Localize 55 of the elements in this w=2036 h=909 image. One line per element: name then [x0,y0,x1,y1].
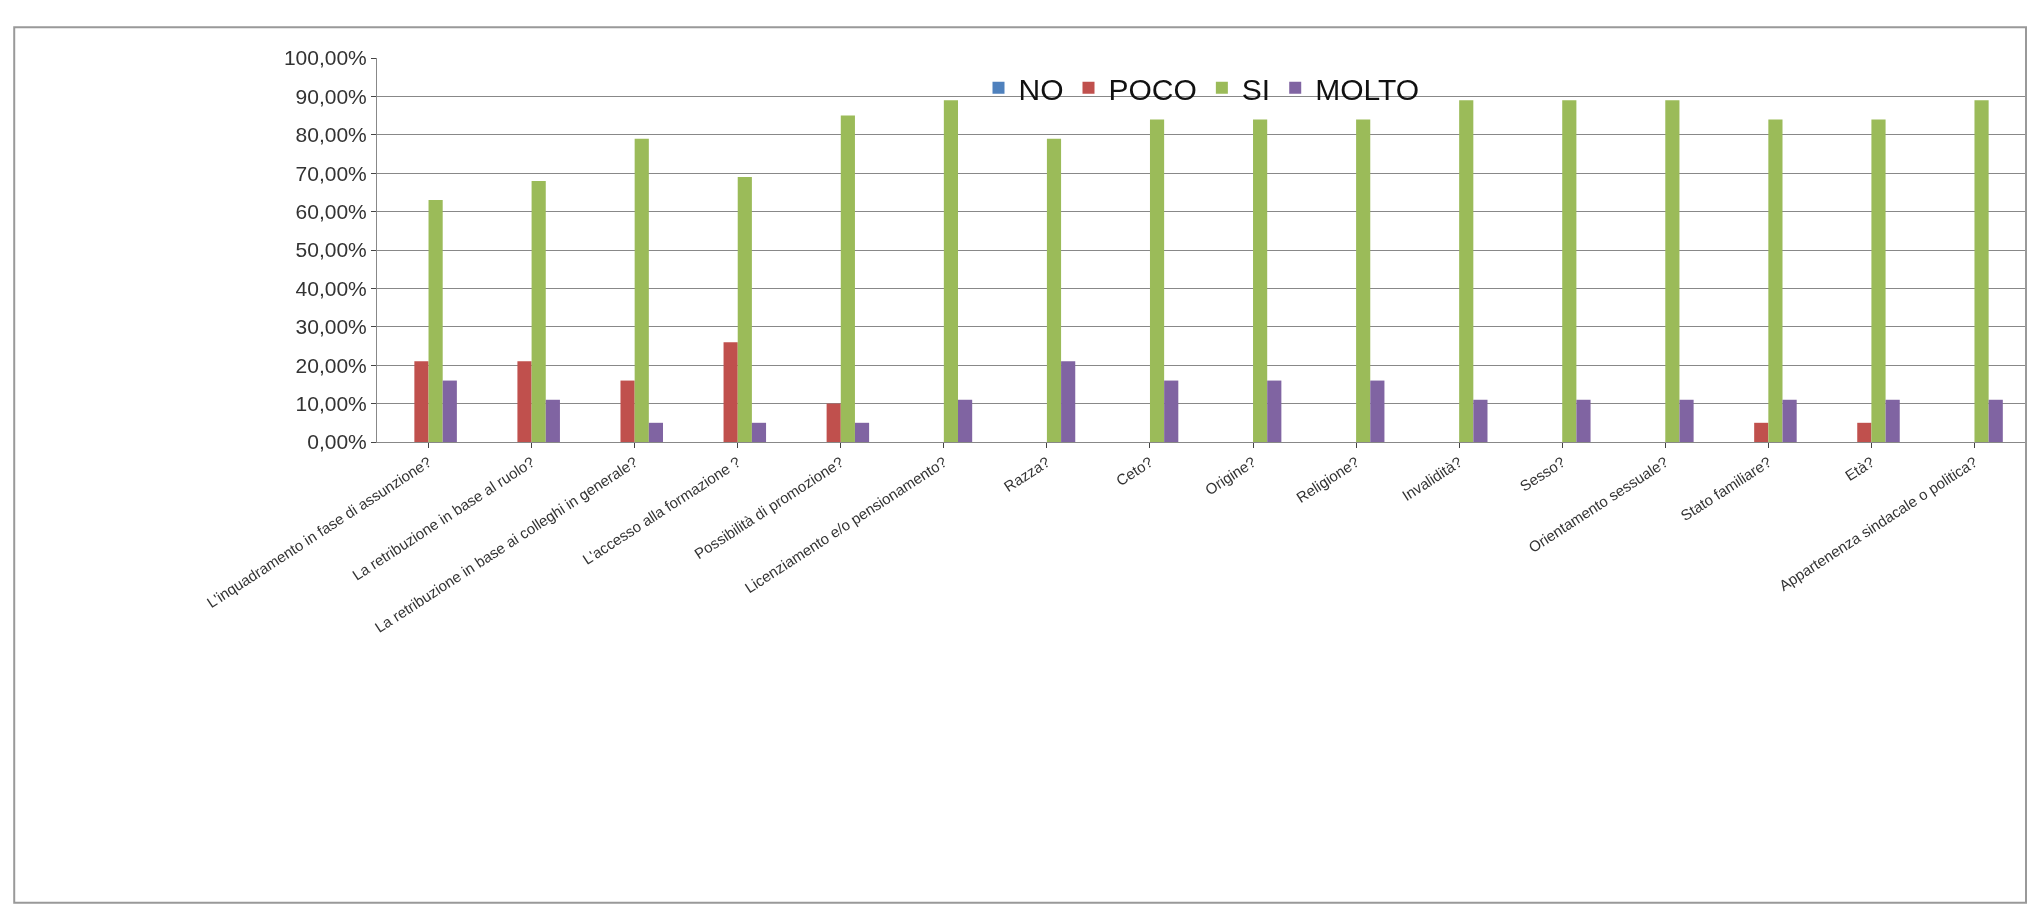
bar [620,380,635,442]
bar [1988,399,2003,442]
x-tick-label: Età? [1841,453,1878,485]
bar [751,422,767,442]
bar [1356,119,1371,442]
y-tick-label: 100,00% [283,46,367,70]
bar [1857,422,1872,442]
bar [1253,119,1268,442]
bar [1885,399,1900,442]
bar [517,361,532,442]
bar [723,342,738,442]
y-tick-label: 70,00% [295,161,367,185]
bar [1974,100,1989,442]
y-tick-label: 40,00% [295,276,367,300]
y-tick-label: 90,00% [295,84,367,108]
bar [1149,119,1165,442]
y-tick-label: 50,00% [295,238,367,262]
bar [1782,399,1797,442]
y-tick-label: 30,00% [295,315,367,339]
bar [414,361,429,442]
bar [1576,399,1591,442]
legend-label: SI [1241,72,1271,106]
bar [648,422,663,442]
legend-label: NO [1018,72,1064,106]
bar [442,380,457,442]
bar [1679,399,1694,442]
bar [428,200,443,442]
bar [854,422,870,442]
bar [943,100,959,442]
bar [826,403,841,442]
bar [840,115,855,442]
y-tick-label: 0,00% [307,430,367,454]
bar [1459,100,1474,442]
bar [1046,138,1062,442]
y-tick-label: 20,00% [295,353,367,377]
bar [1754,422,1769,442]
bar [1164,380,1179,442]
bar [634,138,649,442]
bar [1665,100,1680,442]
bar [1267,380,1282,442]
y-tick-label: 10,00% [295,391,367,415]
legend-label: MOLTO [1315,72,1420,106]
bar [1562,100,1577,442]
bar [531,180,546,442]
bar [737,177,752,442]
bar [1370,380,1385,442]
bar [1061,361,1076,442]
bar [1871,119,1886,442]
y-tick-label: 80,00% [295,123,367,147]
bar [545,399,560,442]
bar [1768,119,1783,442]
legend-label: POCO [1108,72,1197,106]
y-tick-label: 60,00% [295,199,367,223]
bar [958,399,973,442]
bar [1473,399,1488,442]
